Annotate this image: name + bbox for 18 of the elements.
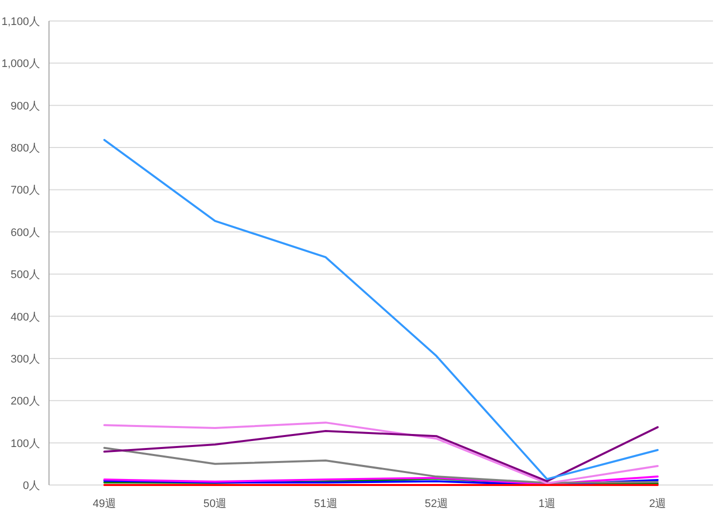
- x-tick-label: 51週: [314, 498, 338, 510]
- y-tick-label: 100人: [10, 438, 40, 450]
- x-tick-label: 50週: [203, 498, 227, 510]
- x-tick-label: 1週: [538, 498, 556, 510]
- y-tick-label: 0人: [22, 480, 40, 492]
- y-tick-label: 200人: [10, 396, 40, 408]
- y-tick-label: 400人: [10, 311, 40, 324]
- x-tick-label: 49週: [92, 498, 116, 510]
- y-tick-label: 1,100人: [1, 16, 40, 28]
- y-tick-label: 500人: [10, 269, 40, 282]
- y-tick-label: 1,000人: [1, 58, 40, 70]
- y-tick-label: 800人: [10, 142, 40, 155]
- x-tick-label: 52週: [424, 498, 448, 510]
- y-tick-label: 600人: [10, 226, 40, 239]
- y-tick-label: 900人: [10, 100, 40, 112]
- y-tick-label: 300人: [10, 353, 40, 366]
- y-tick-label: 700人: [10, 184, 40, 197]
- x-tick-label: 2週: [649, 498, 666, 510]
